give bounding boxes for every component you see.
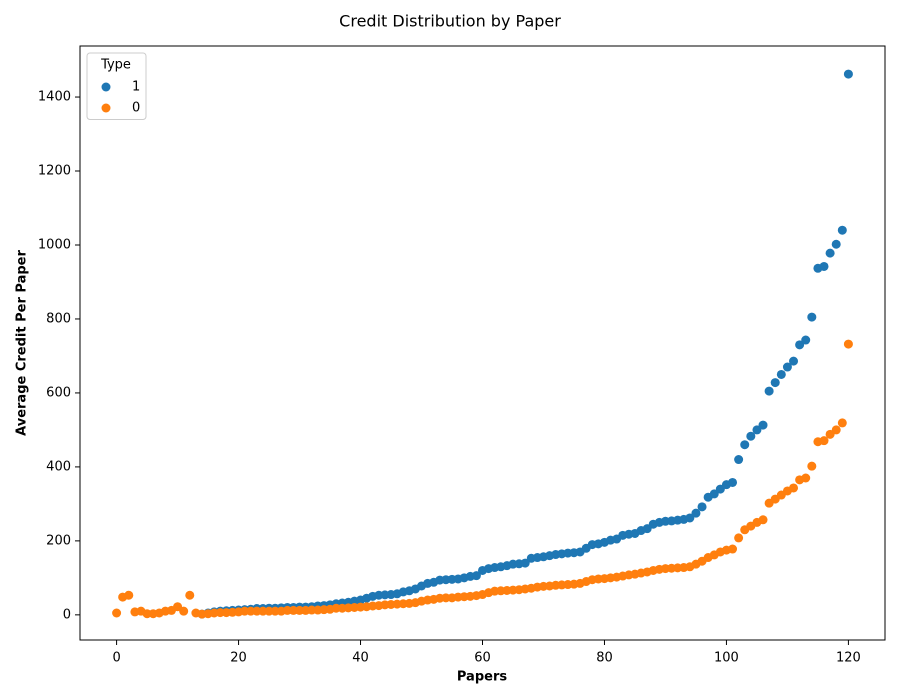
y-axis-label: Average Credit Per Paper: [15, 250, 30, 436]
point: [776, 369, 786, 379]
point: [819, 261, 829, 271]
point: [831, 239, 841, 249]
point: [709, 489, 719, 499]
point: [801, 473, 811, 483]
point: [758, 515, 768, 525]
legend-marker: [101, 103, 111, 113]
point: [734, 455, 744, 465]
point: [801, 335, 811, 345]
x-tick-label: 120: [836, 651, 861, 666]
point: [728, 544, 738, 554]
x-tick-label: 40: [352, 651, 369, 666]
point: [825, 248, 835, 258]
x-tick-label: 0: [112, 651, 120, 666]
point: [789, 356, 799, 366]
y-tick-label: 1000: [38, 237, 71, 252]
point: [685, 513, 695, 523]
x-tick-label: 80: [596, 651, 613, 666]
legend-box: [86, 52, 147, 120]
point: [837, 418, 847, 428]
point: [837, 225, 847, 235]
point: [764, 386, 774, 396]
y-tick-label: 800: [46, 311, 71, 326]
point: [728, 477, 738, 487]
point: [752, 425, 762, 435]
point: [782, 362, 792, 372]
point: [697, 502, 707, 512]
x-tick-label: 60: [474, 651, 491, 666]
point: [734, 533, 744, 543]
plot-area: [112, 69, 853, 619]
y-tick-label: 1400: [38, 90, 71, 105]
point: [112, 608, 122, 618]
point: [758, 420, 768, 430]
legend-label: 1: [132, 80, 140, 95]
legend-label: 0: [132, 101, 140, 116]
point: [185, 590, 195, 600]
point: [795, 340, 805, 350]
point: [789, 483, 799, 493]
point: [179, 606, 189, 616]
point: [831, 425, 841, 435]
y-tick-label: 600: [46, 385, 71, 400]
point: [807, 461, 817, 471]
point: [471, 571, 481, 581]
point: [520, 558, 530, 568]
point: [740, 440, 750, 450]
y-tick-label: 0: [63, 607, 71, 622]
point: [691, 508, 701, 518]
y-tick-label: 400: [46, 459, 71, 474]
x-tick-label: 100: [714, 651, 739, 666]
point: [807, 312, 817, 322]
legend-marker: [101, 82, 111, 92]
y-tick-label: 1200: [38, 164, 71, 179]
point: [770, 378, 780, 388]
y-tick-label: 200: [46, 533, 71, 548]
point: [843, 339, 853, 349]
x-tick-label: 20: [230, 651, 247, 666]
point: [843, 69, 853, 79]
point: [124, 590, 134, 600]
chart-title: Credit Distribution by Paper: [339, 12, 561, 31]
point: [819, 436, 829, 446]
point: [746, 431, 756, 441]
x-axis-label: Papers: [457, 670, 507, 685]
legend-title: Type: [100, 58, 131, 73]
